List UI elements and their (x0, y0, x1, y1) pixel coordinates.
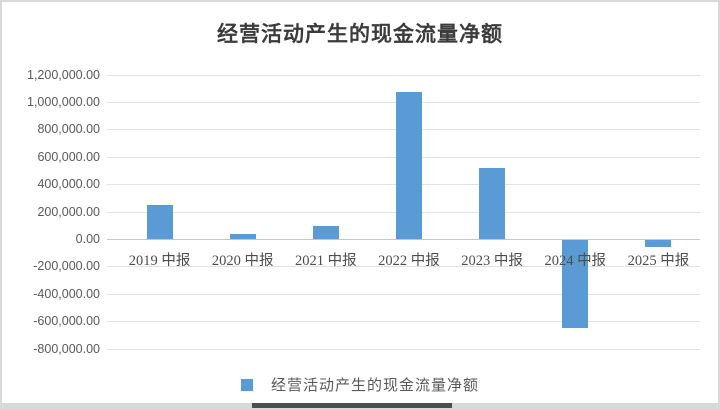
bar-2022中报 (395, 91, 422, 239)
gridline (107, 321, 700, 323)
y-axis-tick-label: 800,000.00 (37, 122, 100, 137)
x-axis-tick-label: 2023 中报 (461, 253, 523, 269)
gridline (107, 293, 700, 295)
bar-2021中报 (312, 225, 339, 239)
gridline (107, 266, 700, 268)
y-axis-tick-label: -400,000.00 (33, 286, 100, 301)
y-axis-tick-label: 1,200,000.00 (27, 67, 100, 82)
bottom-edge-strip (2, 403, 718, 408)
gridline (107, 74, 700, 76)
x-axis-tick-label: 2020 中报 (211, 253, 274, 269)
gridline (107, 348, 700, 350)
bar-2024中报 (562, 240, 589, 328)
x-axis-tick-label: 2019 中报 (128, 253, 191, 269)
x-axis-tick-label: 2025 中报 (627, 253, 690, 269)
x-axis-tick-label: 2021 中报 (295, 253, 357, 269)
y-axis-tick-label: 400,000.00 (37, 177, 100, 192)
legend-marker-swatch (240, 378, 253, 391)
y-axis-tick-label: 200,000.00 (37, 204, 100, 219)
bottom-edge-dark-segment (252, 403, 452, 408)
y-axis-tick-label: 0.00 (75, 232, 100, 246)
bar-2023中报 (479, 167, 506, 239)
x-axis-tick-label: 2024 中报 (544, 253, 607, 269)
bar-2019中报 (146, 205, 173, 239)
chart-legend: 经营活动产生的现金流量净额 (2, 374, 718, 395)
chart-title: 经营活动产生的现金流量净额 (217, 22, 503, 46)
x-axis-zero-line (107, 239, 700, 240)
legend-series-label: 经营活动产生的现金流量净额 (270, 378, 479, 394)
y-axis-tick-label: -200,000.00 (33, 259, 100, 274)
y-axis-tick-label: 600,000.00 (37, 149, 100, 164)
x-axis-tick-label: 2022 中报 (378, 253, 440, 269)
y-axis-tick-label: -600,000.00 (33, 314, 100, 329)
bar-2025中报 (645, 240, 672, 247)
bar-2020中报 (229, 234, 256, 239)
y-axis-tick-label: -800,000.00 (33, 341, 100, 356)
y-axis-tick-label: 1,000,000.00 (27, 95, 100, 109)
